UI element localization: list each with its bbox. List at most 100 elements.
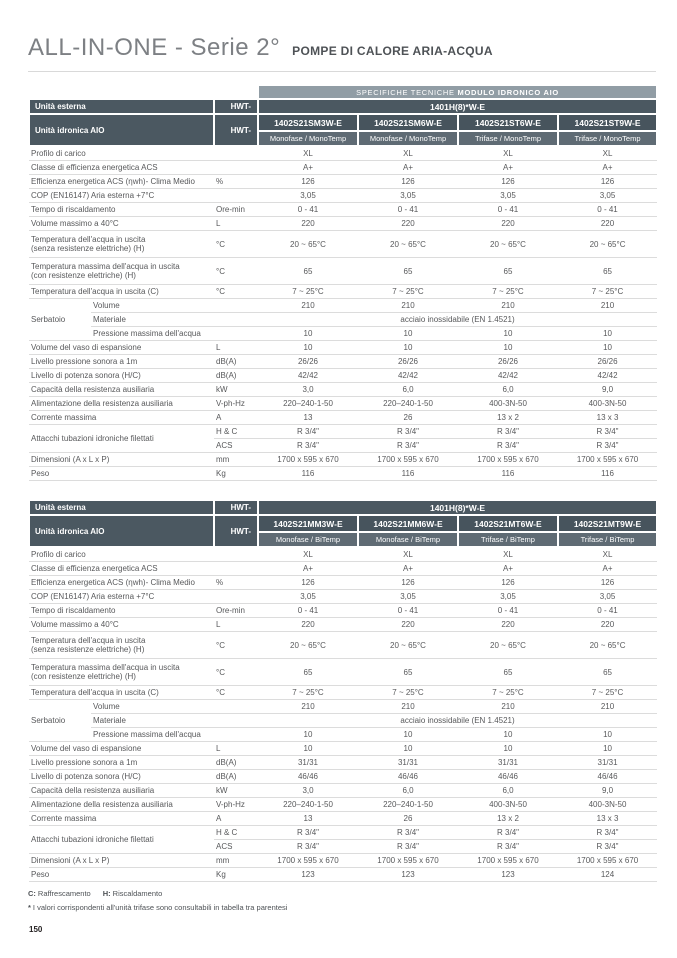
- page-subtitle: POMPE DI CALORE ARIA-ACQUA: [292, 44, 493, 58]
- row-value: A+: [458, 561, 558, 576]
- row-label: Corrente massima: [29, 410, 214, 425]
- row-value: R 3/4": [458, 825, 558, 840]
- spec-row: Profilo di carico XL XL XL XL: [29, 547, 658, 562]
- row-value: R 3/4": [558, 825, 658, 840]
- hydronic-unit-label: Unità idronica AIO: [28, 514, 215, 548]
- row-value: 20 ~ 65°C: [458, 631, 558, 659]
- row-value: 210: [358, 298, 458, 313]
- row-value: 220–240-1-50: [358, 396, 458, 411]
- hydronic-unit-row: Unità idronica AIO HWT- 1402S21MM3W-E 1402S…: [28, 514, 659, 548]
- row-value: 1700 x 595 x 670: [258, 853, 358, 868]
- row-value: 0 - 41: [358, 603, 458, 618]
- row-value: 210: [458, 298, 558, 313]
- row-label: Dimensioni (A x L x P): [29, 853, 214, 868]
- row-unit: L: [214, 340, 258, 355]
- row-unit: [214, 146, 258, 161]
- row-value: 42/42: [358, 368, 458, 383]
- row-label: Efficienza energetica ACS (ηwh)- Clima M…: [29, 174, 214, 189]
- row-unit: L: [214, 741, 258, 756]
- row-unit: L: [214, 617, 258, 632]
- row-unit: [214, 188, 258, 203]
- spec-row: Pressione massima dell'acqua 10 10 10 10: [29, 326, 658, 341]
- spec-row: Temperatura massima dell'acqua in uscita…: [29, 257, 658, 285]
- row-unit: Kg: [214, 867, 258, 882]
- page-title: ALL-IN-ONE - Serie 2°: [28, 34, 281, 61]
- spec-row: Attacchi tubazioni idroniche filettati H …: [29, 825, 658, 854]
- row-value: A+: [458, 160, 558, 175]
- row-value: 116: [258, 466, 358, 481]
- row-value: 0 - 41: [258, 202, 358, 217]
- row-value: 42/42: [558, 368, 658, 383]
- spec-row: Livello di potenza sonora (H/C) dB(A) 42/4…: [29, 368, 658, 383]
- row-value: R 3/4": [458, 839, 558, 854]
- row-value: 1700 x 595 x 670: [458, 853, 558, 868]
- spec-row: COP (EN16147) Aria esterna +7°C 3,05 3,05 3…: [29, 589, 658, 604]
- model-name: 1402S21MM6W-E: [357, 514, 459, 533]
- row-value: R 3/4": [458, 438, 558, 453]
- row-unit: A: [214, 811, 258, 826]
- row-value: XL: [458, 146, 558, 161]
- model-name: 1402S21MT6W-E: [457, 514, 559, 533]
- legend-h-text: Riscaldamento: [112, 889, 163, 898]
- row-value: 10: [258, 340, 358, 355]
- row-value: A+: [258, 160, 358, 175]
- row-value: 6,0: [458, 382, 558, 397]
- row-label: Classe di efficienza energetica ACS: [29, 160, 214, 175]
- row-value: 20 ~ 65°C: [258, 631, 358, 659]
- row-value: 220–240-1-50: [258, 396, 358, 411]
- row-value: 65: [558, 257, 658, 285]
- row-unit: H & C: [214, 825, 258, 840]
- row-value: 7 ~ 25°C: [558, 284, 658, 299]
- outdoor-unit-model: 1401H(8)*W-E: [256, 499, 659, 516]
- row-value: 0 - 41: [558, 603, 658, 618]
- row-unit: V-ph-Hz: [214, 396, 258, 411]
- row-value: 124: [558, 867, 658, 882]
- spec-row: Materiale acciaio inossidabile (EN 1.4521…: [29, 312, 658, 327]
- row-sublabel: Materiale: [91, 713, 214, 728]
- spec-table-bitemp: Unità esterna HWT- 1401H(8)*W-E Unità idron…: [28, 499, 659, 882]
- row-value: 13 x 2: [458, 410, 558, 425]
- spec-row: Materiale acciaio inossidabile (EN 1.4521…: [29, 713, 658, 728]
- row-value: 123: [258, 867, 358, 882]
- model-name: 1402S21MT9W-E: [556, 514, 659, 533]
- spec-row: Peso Kg 116 116 116 116: [29, 466, 658, 481]
- row-value: 20 ~ 65°C: [258, 230, 358, 258]
- row-value: 126: [458, 575, 558, 590]
- row-value: 13 x 3: [558, 811, 658, 826]
- row-value: R 3/4": [258, 438, 358, 453]
- row-value: 20 ~ 65°C: [558, 230, 658, 258]
- row-value: 10: [558, 727, 658, 742]
- row-value: XL: [558, 547, 658, 562]
- row-value: 7 ~ 25°C: [458, 685, 558, 700]
- row-value: 46/46: [358, 769, 458, 784]
- row-value: A+: [258, 561, 358, 576]
- row-label: Classe di efficienza energetica ACS: [29, 561, 214, 576]
- row-value-span: acciaio inossidabile (EN 1.4521): [258, 713, 658, 728]
- spec-row: Attacchi tubazioni idroniche filettati H …: [29, 424, 658, 453]
- row-unit: mm: [214, 452, 258, 467]
- row-value: 400-3N-50: [558, 396, 658, 411]
- row-value: R 3/4": [358, 438, 458, 453]
- row-unit: [214, 699, 258, 714]
- row-value: 400-3N-50: [558, 797, 658, 812]
- outdoor-unit-label: Unità esterna: [28, 98, 215, 115]
- row-value: 7 ~ 25°C: [258, 284, 358, 299]
- row-value: 20 ~ 65°C: [358, 230, 458, 258]
- row-group-label: Serbatoio: [29, 298, 91, 341]
- row-value: 26: [358, 410, 458, 425]
- outdoor-unit-prefix: HWT-: [213, 499, 259, 516]
- model-name: 1402S21ST6W-E: [457, 113, 559, 132]
- row-value: 400-3N-50: [458, 396, 558, 411]
- row-value: 65: [558, 658, 658, 686]
- row-value: R 3/4": [358, 424, 458, 439]
- row-value: 65: [358, 658, 458, 686]
- row-value: 65: [258, 257, 358, 285]
- row-value: 31/31: [358, 755, 458, 770]
- row-unit: [214, 561, 258, 576]
- row-value: 3,05: [358, 188, 458, 203]
- row-unit: °C: [214, 230, 258, 258]
- spec-band-normal: SPECIFICHE TECNICHE: [356, 87, 458, 97]
- spec-row: COP (EN16147) Aria esterna +7°C 3,05 3,05 3…: [29, 188, 658, 203]
- spec-row: Classe di efficienza energetica ACS A+ A+ A…: [29, 561, 658, 576]
